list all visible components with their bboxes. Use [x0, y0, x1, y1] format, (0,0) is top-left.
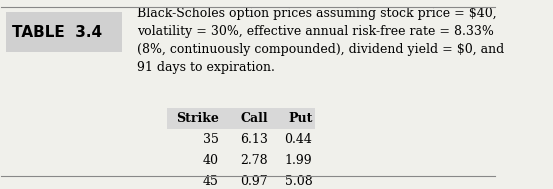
Text: 0.44: 0.44 — [285, 133, 312, 146]
Text: Put: Put — [288, 112, 312, 125]
Text: Strike: Strike — [176, 112, 218, 125]
Text: TABLE  3.4: TABLE 3.4 — [12, 25, 102, 40]
Text: 35: 35 — [203, 133, 218, 146]
Text: Black-Scholes option prices assuming stock price = $40,
volatility = 30%, effect: Black-Scholes option prices assuming sto… — [137, 7, 504, 74]
Text: 40: 40 — [202, 154, 218, 167]
Text: Call: Call — [241, 112, 268, 125]
Text: 5.08: 5.08 — [285, 174, 312, 187]
Text: 0.97: 0.97 — [241, 174, 268, 187]
Text: 1.99: 1.99 — [285, 154, 312, 167]
FancyBboxPatch shape — [6, 12, 122, 52]
Text: 6.13: 6.13 — [240, 133, 268, 146]
Text: 2.78: 2.78 — [241, 154, 268, 167]
Text: 45: 45 — [203, 174, 218, 187]
FancyBboxPatch shape — [167, 108, 315, 129]
